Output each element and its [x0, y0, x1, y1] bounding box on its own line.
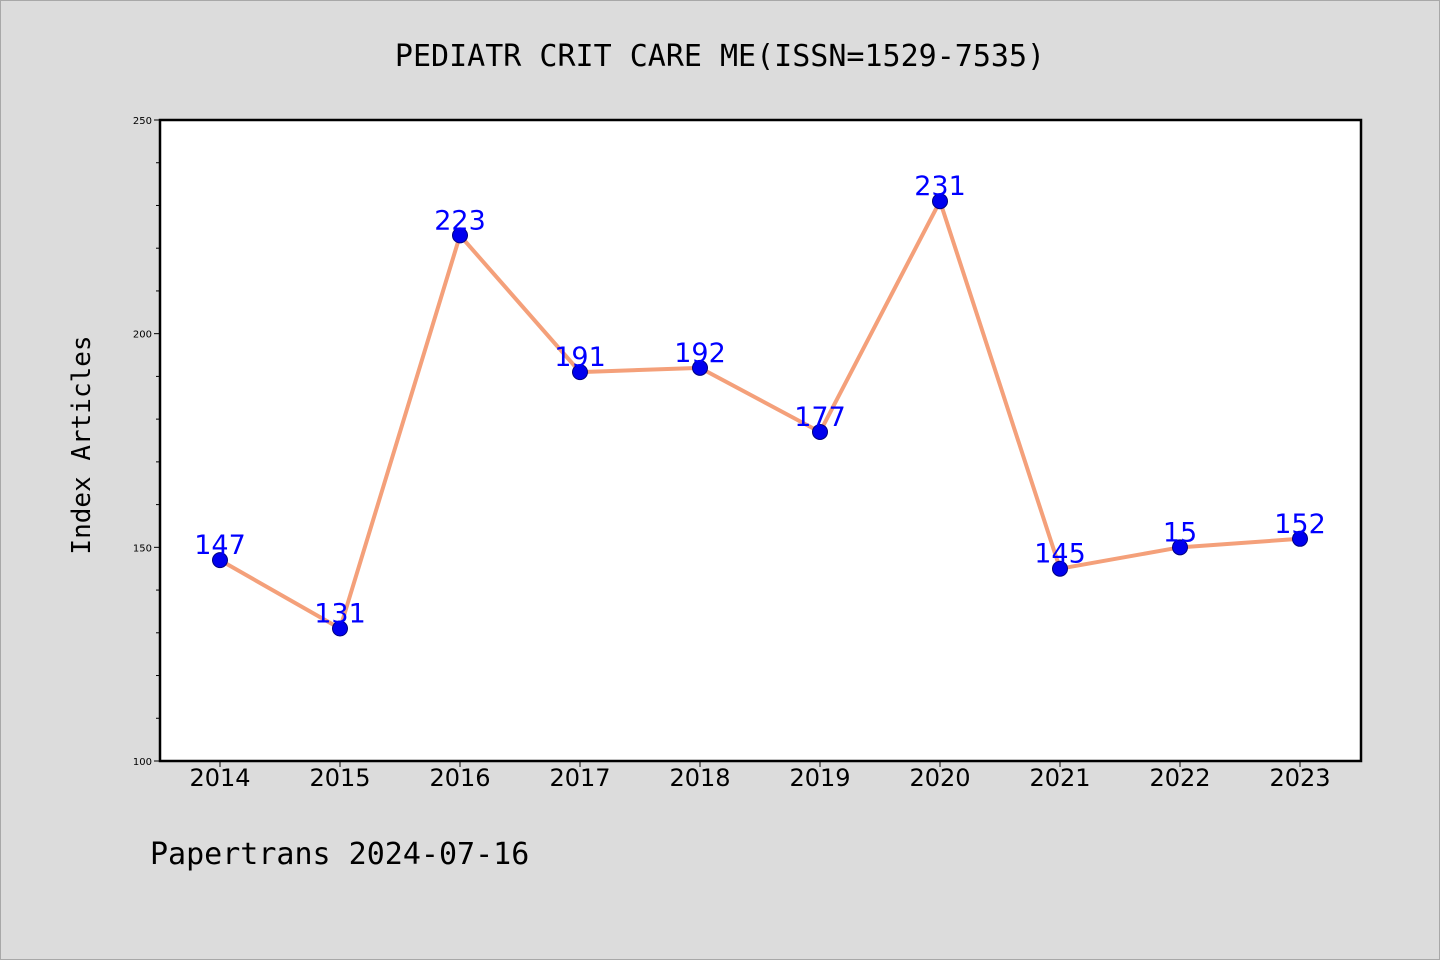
data-label: 177 [794, 402, 846, 433]
y-axis-label: Index Articles [67, 335, 97, 554]
y-tick-label: 150 [133, 543, 152, 554]
data-point [212, 552, 228, 569]
plot-area [158, 118, 1363, 763]
data-point [1292, 530, 1308, 547]
y-tick-label: 100 [133, 757, 152, 768]
data-label: 131 [314, 599, 366, 630]
x-tick-label: 2022 [1149, 764, 1210, 792]
data-labels-group: 147 131 223 191 192 177 231 145 15 152 [194, 171, 1326, 629]
data-label: 223 [434, 205, 486, 236]
data-point [452, 227, 468, 244]
x-tick-label: 2018 [669, 764, 730, 792]
x-tick-label: 2015 [309, 764, 370, 792]
data-label: 231 [914, 171, 966, 202]
data-label: 15 [1163, 517, 1197, 548]
series-line [218, 199, 1302, 631]
x-tick-label: 2016 [429, 764, 490, 792]
x-tick-label: 2014 [189, 764, 250, 792]
axis-ticks: 100 150 200 250 2014 2015 2016 2017 2018 2019 2020… [133, 116, 1331, 792]
data-label: 147 [194, 530, 246, 561]
data-point [812, 423, 828, 440]
data-label: 192 [674, 338, 726, 369]
x-tick-label: 2023 [1269, 764, 1330, 792]
data-label: 145 [1034, 539, 1086, 570]
x-tick-label: 2019 [789, 764, 850, 792]
footer-text: Papertrans 2024-07-16 [150, 837, 529, 872]
data-point [1172, 539, 1188, 556]
data-label: 152 [1274, 509, 1326, 540]
data-point [932, 193, 948, 210]
data-point [1052, 560, 1068, 577]
data-label: 191 [554, 342, 606, 373]
y-tick-label: 200 [133, 330, 152, 341]
y-tick-label: 250 [133, 116, 152, 127]
markers-group [212, 193, 1308, 637]
x-tick-label: 2017 [549, 764, 610, 792]
series-line-group [218, 199, 1302, 631]
data-point [332, 620, 348, 637]
data-point [572, 364, 588, 381]
x-tick-label: 2021 [1029, 764, 1090, 792]
chart-title: PEDIATR CRIT CARE ME(ISSN=1529-7535) [395, 39, 1045, 74]
data-point [692, 359, 708, 376]
x-tick-label: 2020 [909, 764, 970, 792]
